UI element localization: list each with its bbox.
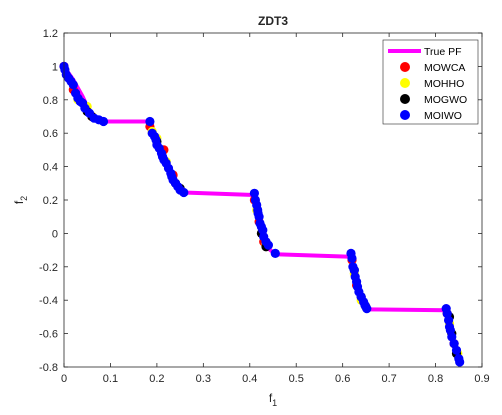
- data-point-moiwo: [349, 265, 359, 275]
- x-tick-label: 0.4: [242, 373, 257, 385]
- y-axis-ticks: -0.8 -0.6 -0.4 -0.2 0 0.2 0.4 0.6 0.8 1 1.2: [39, 28, 482, 374]
- x-axis-ticks: 0 0.1 0.2 0.3 0.4 0.5 0.6 0.7 0.8 0.9: [61, 33, 490, 385]
- x-axis-label-main: f: [269, 391, 273, 405]
- y-tick-label: -0.2: [39, 262, 58, 274]
- legend-swatch-mowca: [400, 62, 410, 72]
- plot-frame: [63, 32, 483, 368]
- data-point-moiwo: [145, 116, 155, 127]
- y-tick-label: -0.6: [39, 329, 58, 341]
- y-tick-label: 1: [52, 61, 58, 73]
- x-tick-label: 0.2: [149, 373, 164, 385]
- data-point-moiwo: [68, 80, 78, 90]
- y-tick-label: -0.8: [39, 362, 58, 374]
- data-point-moiwo: [451, 345, 462, 355]
- y-tick-label: 0.4: [43, 162, 58, 174]
- y-axis-label: f2: [12, 196, 29, 204]
- y-tick-label: 1.2: [43, 28, 58, 40]
- data-point-moiwo: [263, 240, 273, 250]
- data-point-moiwo: [347, 253, 357, 263]
- data-point-moiwo: [362, 304, 372, 314]
- x-tick-label: 0.5: [289, 373, 304, 385]
- legend-swatch-mohho: [400, 78, 410, 88]
- data-point-moiwo: [270, 248, 280, 258]
- y-axis-label-subscript: 2: [19, 196, 29, 201]
- legend-label-mohho: MOHHO: [424, 78, 464, 90]
- legend: True PF MOWCA MOHHO MOGWO MOIWO: [382, 39, 479, 125]
- legend-swatch-moiwo: [400, 110, 410, 120]
- legend-label-true-pf: True PF: [424, 46, 462, 58]
- y-tick-label: 0: [52, 228, 58, 240]
- data-point-moiwo: [444, 315, 454, 325]
- x-axis-label: f1: [269, 391, 277, 408]
- y-tick-label: 0.8: [43, 95, 58, 107]
- x-tick-label: 0.7: [381, 373, 396, 385]
- true-pf-segment: [273, 252, 353, 259]
- series-moiwo: [59, 61, 465, 367]
- scatter-points: [59, 61, 465, 367]
- x-tick-label: 0.8: [428, 373, 443, 385]
- legend-swatch-mogwo: [400, 94, 410, 104]
- data-point-moiwo: [254, 212, 264, 222]
- x-tick-label: 0.1: [103, 373, 118, 385]
- x-tick-label: 0.3: [196, 373, 211, 385]
- true-pf-segment: [364, 307, 449, 313]
- y-tick-label: 0.2: [43, 195, 58, 207]
- y-tick-label: -0.4: [39, 295, 58, 307]
- x-tick-label: 0: [61, 373, 67, 385]
- chart-title: ZDT3: [258, 14, 288, 28]
- legend-box: [382, 39, 479, 125]
- legend-label-mowca: MOWCA: [424, 62, 465, 74]
- data-point-moiwo: [98, 116, 109, 127]
- y-axis-label-main: f: [12, 200, 26, 204]
- data-point-moiwo: [455, 357, 465, 367]
- x-tick-label: 0.9: [474, 373, 489, 385]
- y-tick-label: 0.6: [43, 128, 58, 140]
- x-axis-label-subscript: 1: [272, 398, 277, 408]
- data-point-moiwo: [179, 187, 189, 198]
- x-tick-label: 0.6: [335, 373, 350, 385]
- true-pf-segment: [181, 190, 256, 197]
- legend-label-moiwo: MOIWO: [424, 110, 462, 122]
- legend-label-mogwo: MOGWO: [424, 94, 467, 106]
